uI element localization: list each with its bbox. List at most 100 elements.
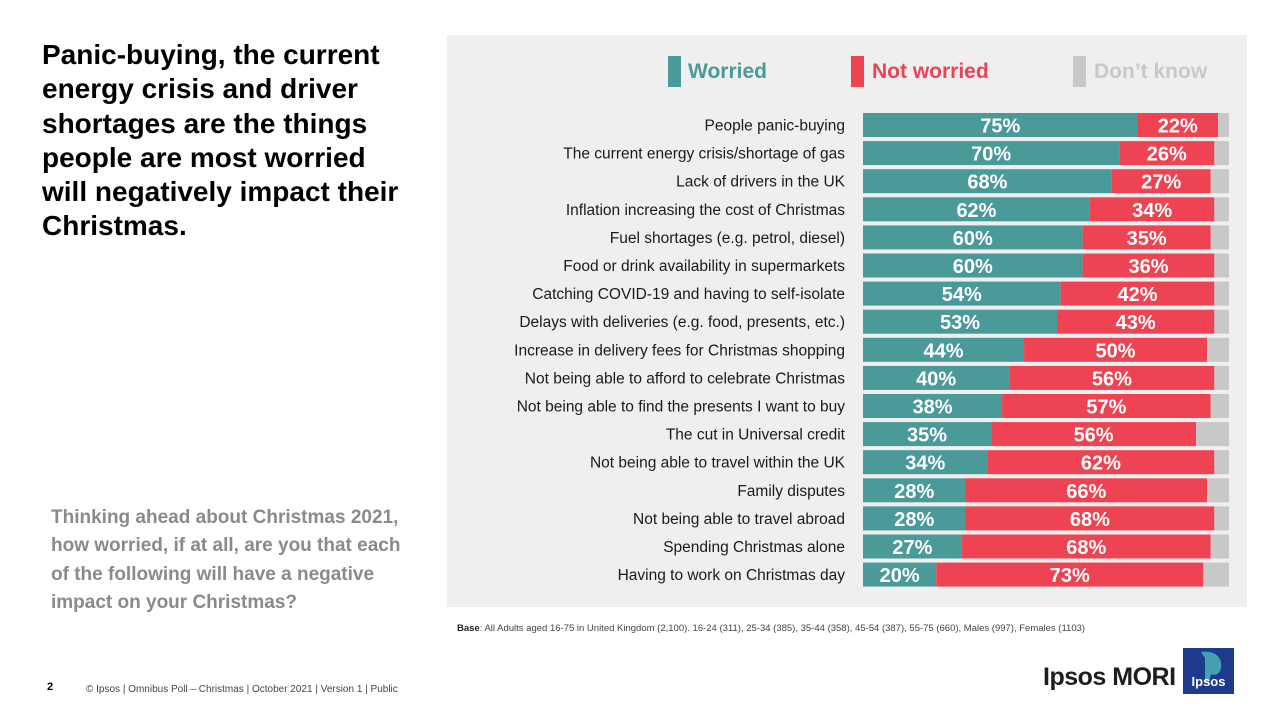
data-label-not-worried-17: 73% (1050, 565, 1090, 587)
bar-worried-14 (863, 478, 966, 503)
category-label-fuel-shortages-e-g-petrol-diesel: Fuel shortages (e.g. petrol, diesel) (610, 230, 845, 247)
bar-not-worried-7 (1060, 281, 1215, 306)
data-label-worried-1: 75% (980, 116, 1020, 138)
category-label-people-panic-buying: People panic-buying (705, 118, 845, 135)
data-label-worried-14: 28% (894, 481, 934, 503)
bar-worried-3 (863, 169, 1112, 194)
bar-not-worried-6 (1082, 253, 1215, 278)
legend-label-not-worried: Not worried (872, 60, 989, 83)
bar-don-t-know-16 (1210, 534, 1229, 559)
category-label-delays-with-deliveries-e-g-food-presents-etc: Delays with deliveries (e.g. food, prese… (519, 314, 845, 331)
data-label-not-worried-16: 68% (1066, 537, 1106, 559)
bar-worried-2 (863, 141, 1120, 166)
data-label-not-worried-7: 42% (1117, 284, 1157, 306)
data-label-worried-4: 62% (956, 200, 996, 222)
bar-don-t-know-8 (1214, 309, 1229, 334)
footer-text: © Ipsos | Omnibus Poll – Christmas | Oct… (86, 684, 398, 695)
data-label-not-worried-8: 43% (1116, 312, 1156, 334)
bar-worried-1 (863, 113, 1138, 137)
bar-worried-4 (863, 197, 1090, 222)
bar-don-t-know-1 (1218, 113, 1229, 137)
data-label-worried-12: 35% (907, 425, 947, 447)
data-label-worried-16: 27% (892, 537, 932, 559)
data-label-not-worried-1: 22% (1158, 116, 1198, 138)
bar-don-t-know-12 (1196, 422, 1229, 447)
ipsos-logo: Ipsos (1183, 648, 1234, 694)
bar-worried-10 (863, 365, 1010, 390)
bar-worried-12 (863, 422, 992, 447)
category-label-not-being-able-to-travel-within-the-uk: Not being able to travel within the UK (590, 455, 846, 472)
category-label-inflation-increasing-the-cost-of-christmas: Inflation increasing the cost of Christm… (566, 202, 845, 219)
category-label-having-to-work-on-christmas-day: Having to work on Christmas day (618, 567, 846, 584)
bar-don-t-know-15 (1214, 506, 1229, 531)
data-label-worried-13: 34% (905, 453, 945, 475)
data-label-worried-6: 60% (953, 256, 993, 278)
base-note: Base: All Adults aged 16-75 in United Ki… (457, 623, 1085, 634)
legend-label-worried: Worried (688, 60, 767, 83)
category-label-not-being-able-to-find-the-presents-i-want-to-buy: Not being able to find the presents I wa… (517, 399, 846, 416)
data-label-worried-7: 54% (942, 284, 982, 306)
bar-don-t-know-7 (1214, 281, 1229, 306)
data-label-not-worried-13: 62% (1081, 453, 1121, 475)
bar-not-worried-13 (987, 450, 1215, 475)
category-label-the-cut-in-universal-credit: The cut in Universal credit (666, 427, 846, 444)
category-label-the-current-energy-crisis-shortage-of-gas: The current energy crisis/shortage of ga… (563, 146, 845, 163)
data-label-not-worried-12: 56% (1074, 425, 1114, 447)
bar-not-worried-4 (1089, 197, 1215, 222)
bar-worried-6 (863, 253, 1083, 278)
bar-not-worried-8 (1056, 309, 1215, 334)
bar-don-t-know-17 (1203, 562, 1229, 587)
bar-not-worried-2 (1119, 141, 1215, 166)
category-label-increase-in-delivery-fees-for-christmas-shopping: Increase in delivery fees for Christmas … (514, 342, 845, 359)
brand-name: Ipsos MORI (1043, 663, 1176, 691)
bar-worried-17 (863, 562, 937, 587)
bar-not-worried-17 (936, 562, 1204, 587)
data-label-not-worried-2: 26% (1147, 144, 1187, 166)
bar-don-t-know-5 (1210, 225, 1229, 250)
bar-worried-8 (863, 309, 1057, 334)
bar-not-worried-12 (991, 422, 1197, 447)
category-label-catching-covid-19-and-having-to-self-isolate: Catching COVID-19 and having to self-iso… (532, 286, 845, 303)
bar-worried-7 (863, 281, 1061, 306)
category-label-food-or-drink-availability-in-supermarkets: Food or drink availability in supermarke… (563, 258, 845, 275)
data-label-worried-5: 60% (953, 228, 993, 250)
data-label-not-worried-9: 50% (1096, 340, 1136, 362)
data-label-not-worried-11: 57% (1086, 397, 1126, 419)
bar-don-t-know-14 (1207, 478, 1229, 503)
category-label-family-disputes: Family disputes (737, 483, 845, 500)
data-label-worried-8: 53% (940, 312, 980, 334)
logo-text: Ipsos (1192, 674, 1226, 689)
bar-not-worried-3 (1111, 169, 1211, 194)
bar-worried-5 (863, 225, 1083, 250)
page-number: 2 (47, 681, 54, 693)
bar-worried-16 (863, 534, 962, 559)
category-label-lack-of-drivers-in-the-uk: Lack of drivers in the UK (676, 174, 846, 191)
bar-not-worried-11 (1002, 394, 1211, 418)
data-label-not-worried-14: 66% (1066, 481, 1106, 503)
bar-not-worried-1 (1137, 113, 1219, 137)
data-label-worried-2: 70% (971, 144, 1011, 166)
bar-don-t-know-6 (1214, 253, 1229, 278)
survey-question: Thinking ahead about Christmas 2021, how… (51, 507, 401, 614)
bar-worried-15 (863, 506, 966, 531)
data-label-worried-10: 40% (916, 368, 956, 390)
data-label-not-worried-5: 35% (1127, 228, 1167, 250)
legend-swatch-worried (668, 56, 681, 87)
bar-worried-11 (863, 394, 1003, 418)
bar-not-worried-10 (1009, 365, 1215, 390)
bar-not-worried-9 (1024, 337, 1208, 362)
data-label-worried-3: 68% (967, 172, 1007, 194)
bar-not-worried-15 (965, 506, 1215, 531)
bar-not-worried-5 (1082, 225, 1211, 250)
data-label-not-worried-3: 27% (1141, 172, 1181, 194)
category-label-not-being-able-to-travel-abroad: Not being able to travel abroad (633, 511, 845, 528)
base-text: : All Adults aged 16-75 in United Kingdo… (479, 623, 1086, 634)
bar-don-t-know-11 (1210, 394, 1229, 418)
base-label: Base (457, 623, 480, 634)
bar-don-t-know-3 (1210, 169, 1229, 194)
bar-don-t-know-4 (1214, 197, 1229, 222)
data-label-worried-9: 44% (924, 340, 964, 362)
data-label-worried-15: 28% (894, 509, 934, 531)
data-label-worried-17: 20% (880, 565, 920, 587)
